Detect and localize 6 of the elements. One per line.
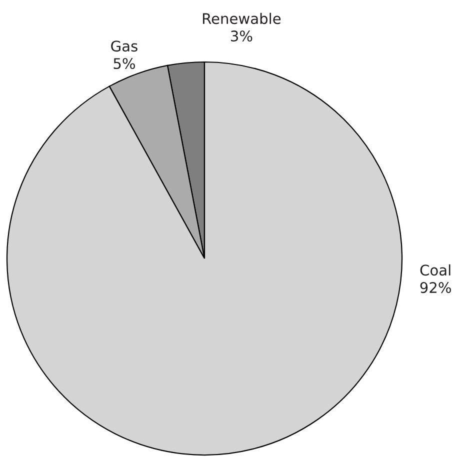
data-label: 5% — [114, 58, 135, 70]
data-label: 3% — [230, 30, 252, 42]
slice-label: Renewable — [202, 12, 281, 24]
data-label: 92% — [420, 282, 451, 294]
slice-label: Coal — [420, 264, 450, 276]
slice-label: Gas — [111, 40, 138, 52]
